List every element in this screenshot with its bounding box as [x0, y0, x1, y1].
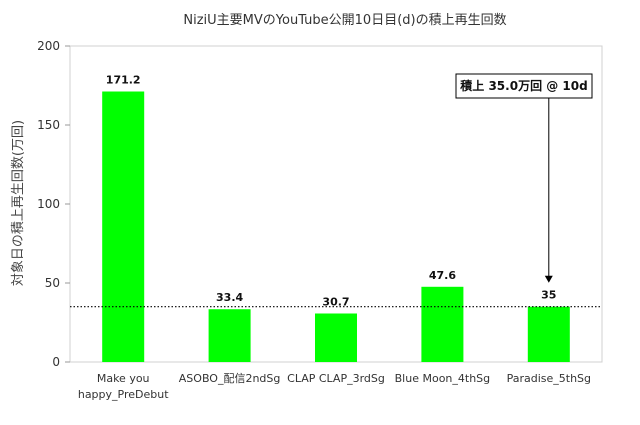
bars	[102, 91, 570, 362]
data-label: 47.6	[429, 269, 456, 282]
category-label: Make you	[97, 372, 150, 385]
category-label: ASOBO_配信2ndSg	[179, 372, 281, 385]
data-labels: 171.2 33.4 30.7 47.6 35	[106, 74, 557, 309]
y-axis-label: 対象日の積上再生回数(万回)	[11, 120, 26, 286]
data-label: 35	[541, 289, 556, 302]
annotation-callout: 積上 35.0万回 @ 10d	[455, 73, 593, 283]
y-tick-label: 150	[37, 118, 60, 132]
category-label: happy_PreDebut	[78, 388, 169, 401]
y-tick-label: 100	[37, 197, 60, 211]
bar	[527, 306, 570, 362]
data-label: 171.2	[106, 74, 141, 87]
bar	[421, 286, 464, 362]
bar	[315, 313, 357, 362]
y-tick-label: 200	[37, 39, 60, 53]
bar	[102, 91, 145, 362]
callout-arrow-head	[544, 275, 553, 283]
y-tick-label: 0	[52, 355, 60, 369]
category-labels: Make you happy_PreDebut ASOBO_配信2ndSg CLAP …	[78, 372, 591, 401]
category-label: Blue Moon_4thSg	[395, 372, 491, 385]
chart-title: NiziU主要MVのYouTube公開10日目(d)の積上再生回数	[183, 13, 506, 28]
bar	[208, 309, 251, 362]
y-tick-label: 50	[45, 276, 60, 290]
data-label: 33.4	[216, 291, 243, 304]
data-label: 30.7	[322, 295, 349, 308]
callout-text: 積上 35.0万回 @ 10d	[459, 78, 587, 93]
category-label: Paradise_5thSg	[507, 372, 591, 385]
category-label: CLAP CLAP_3rdSg	[287, 372, 385, 385]
callout-box	[455, 73, 593, 99]
